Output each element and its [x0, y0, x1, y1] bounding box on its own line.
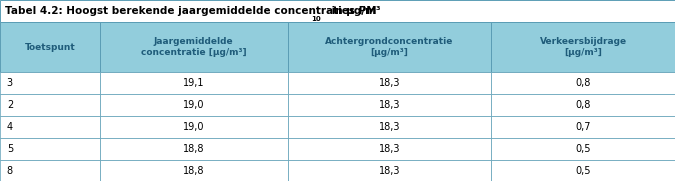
Text: 0,8: 0,8 [576, 78, 591, 88]
Bar [288, 94, 491, 116]
Bar [491, 138, 675, 160]
Text: 8: 8 [7, 166, 13, 176]
Text: 3: 3 [7, 78, 13, 88]
Text: 0,7: 0,7 [576, 122, 591, 132]
Bar [288, 160, 491, 181]
Bar [0, 94, 100, 116]
Bar [100, 72, 288, 94]
Bar [491, 116, 675, 138]
Bar [100, 138, 288, 160]
Bar [100, 160, 288, 181]
Text: Jaargemiddelde
concentratie [μg/m³]: Jaargemiddelde concentratie [μg/m³] [141, 37, 246, 57]
Text: Verkeersbijdrage
[μg/m³]: Verkeersbijdrage [μg/m³] [539, 37, 627, 57]
Bar [491, 22, 675, 72]
Text: Toetspunt: Toetspunt [24, 43, 76, 52]
Text: 19,1: 19,1 [183, 78, 205, 88]
Bar [491, 94, 675, 116]
Text: 18,3: 18,3 [379, 144, 400, 154]
Text: Achtergrondconcentratie
[μg/m³]: Achtergrondconcentratie [μg/m³] [325, 37, 454, 57]
Text: 5: 5 [7, 144, 13, 154]
Text: 0,8: 0,8 [576, 100, 591, 110]
Bar [288, 22, 491, 72]
Bar [491, 160, 675, 181]
Bar [0, 160, 100, 181]
Text: 18,3: 18,3 [379, 166, 400, 176]
Bar [288, 138, 491, 160]
Bar [0, 22, 100, 72]
Bar [100, 22, 288, 72]
Bar [0, 0, 675, 22]
Text: 18,3: 18,3 [379, 100, 400, 110]
Bar [288, 72, 491, 94]
Text: 4: 4 [7, 122, 13, 132]
Text: 0,5: 0,5 [576, 144, 591, 154]
Text: in μg/m³: in μg/m³ [328, 6, 381, 16]
Text: 19,0: 19,0 [183, 122, 205, 132]
Bar [288, 116, 491, 138]
Text: 2: 2 [7, 100, 13, 110]
Bar [0, 116, 100, 138]
Text: 18,3: 18,3 [379, 78, 400, 88]
Text: 19,0: 19,0 [183, 100, 205, 110]
Text: Tabel 4.2: Hoogst berekende jaargemiddelde concentraties PM: Tabel 4.2: Hoogst berekende jaargemiddel… [5, 6, 377, 16]
Bar [100, 116, 288, 138]
Text: 18,3: 18,3 [379, 122, 400, 132]
Bar [491, 72, 675, 94]
Bar [100, 94, 288, 116]
Text: 18,8: 18,8 [183, 166, 205, 176]
Text: 0,5: 0,5 [576, 166, 591, 176]
Bar [0, 72, 100, 94]
Bar [0, 138, 100, 160]
Text: 18,8: 18,8 [183, 144, 205, 154]
Text: 10: 10 [311, 16, 321, 22]
